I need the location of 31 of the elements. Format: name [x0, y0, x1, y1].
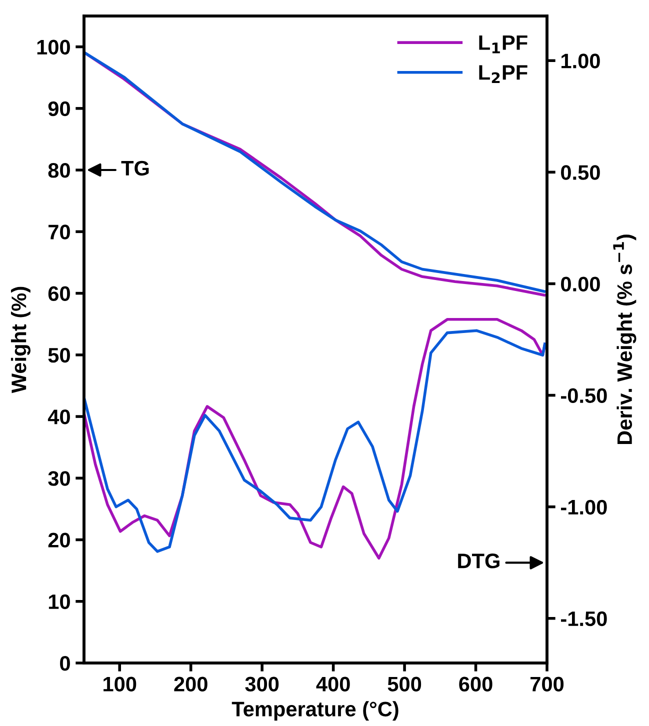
y-tick-label: 50 — [48, 348, 70, 363]
y-tick-label: 20 — [48, 532, 70, 548]
annotation: TG — [121, 160, 149, 176]
y2-axis-title: Deriv. Weight (% s$^{−1}$) — [613, 234, 636, 444]
x-tick-label: 600 — [459, 676, 492, 692]
y-tick-label: 70 — [48, 224, 70, 240]
y-tick-label: 40 — [48, 410, 70, 424]
y-tick-label: 80 — [48, 163, 70, 178]
x-axis-title: Temperature (°C) — [232, 701, 398, 721]
x-tick-label: 100 — [104, 676, 136, 692]
x-tick-label: 200 — [174, 676, 208, 692]
legend-label: L$_{1}$PF — [479, 35, 528, 54]
y-tick-label: 0 — [60, 656, 70, 671]
y-tick-label: 90 — [48, 101, 70, 116]
y-tick-label: 30 — [48, 471, 70, 486]
annotation: DTG — [458, 554, 500, 568]
x-tick-label: 500 — [388, 676, 422, 692]
y2-tick-label: -1.50 — [561, 611, 607, 626]
y-tick-label: 60 — [48, 286, 70, 302]
legend-label: L$_{2}$PF — [479, 65, 528, 84]
y-axis-title: Weight (%) — [10, 286, 30, 394]
x-tick-label: 400 — [316, 676, 350, 692]
y2-tick-label: -1.00 — [561, 500, 607, 515]
y-tick-label: 100 — [37, 40, 70, 55]
y2-tick-label: -0.50 — [561, 388, 607, 404]
y-tick-label: 10 — [48, 594, 70, 610]
x-tick-label: 300 — [245, 676, 279, 692]
y2-tick-label: 0.00 — [561, 276, 600, 292]
y2-tick-label: 1.00 — [562, 54, 600, 68]
y2-tick-label: 0.50 — [561, 165, 600, 180]
x-tick-label: 700 — [530, 676, 564, 692]
